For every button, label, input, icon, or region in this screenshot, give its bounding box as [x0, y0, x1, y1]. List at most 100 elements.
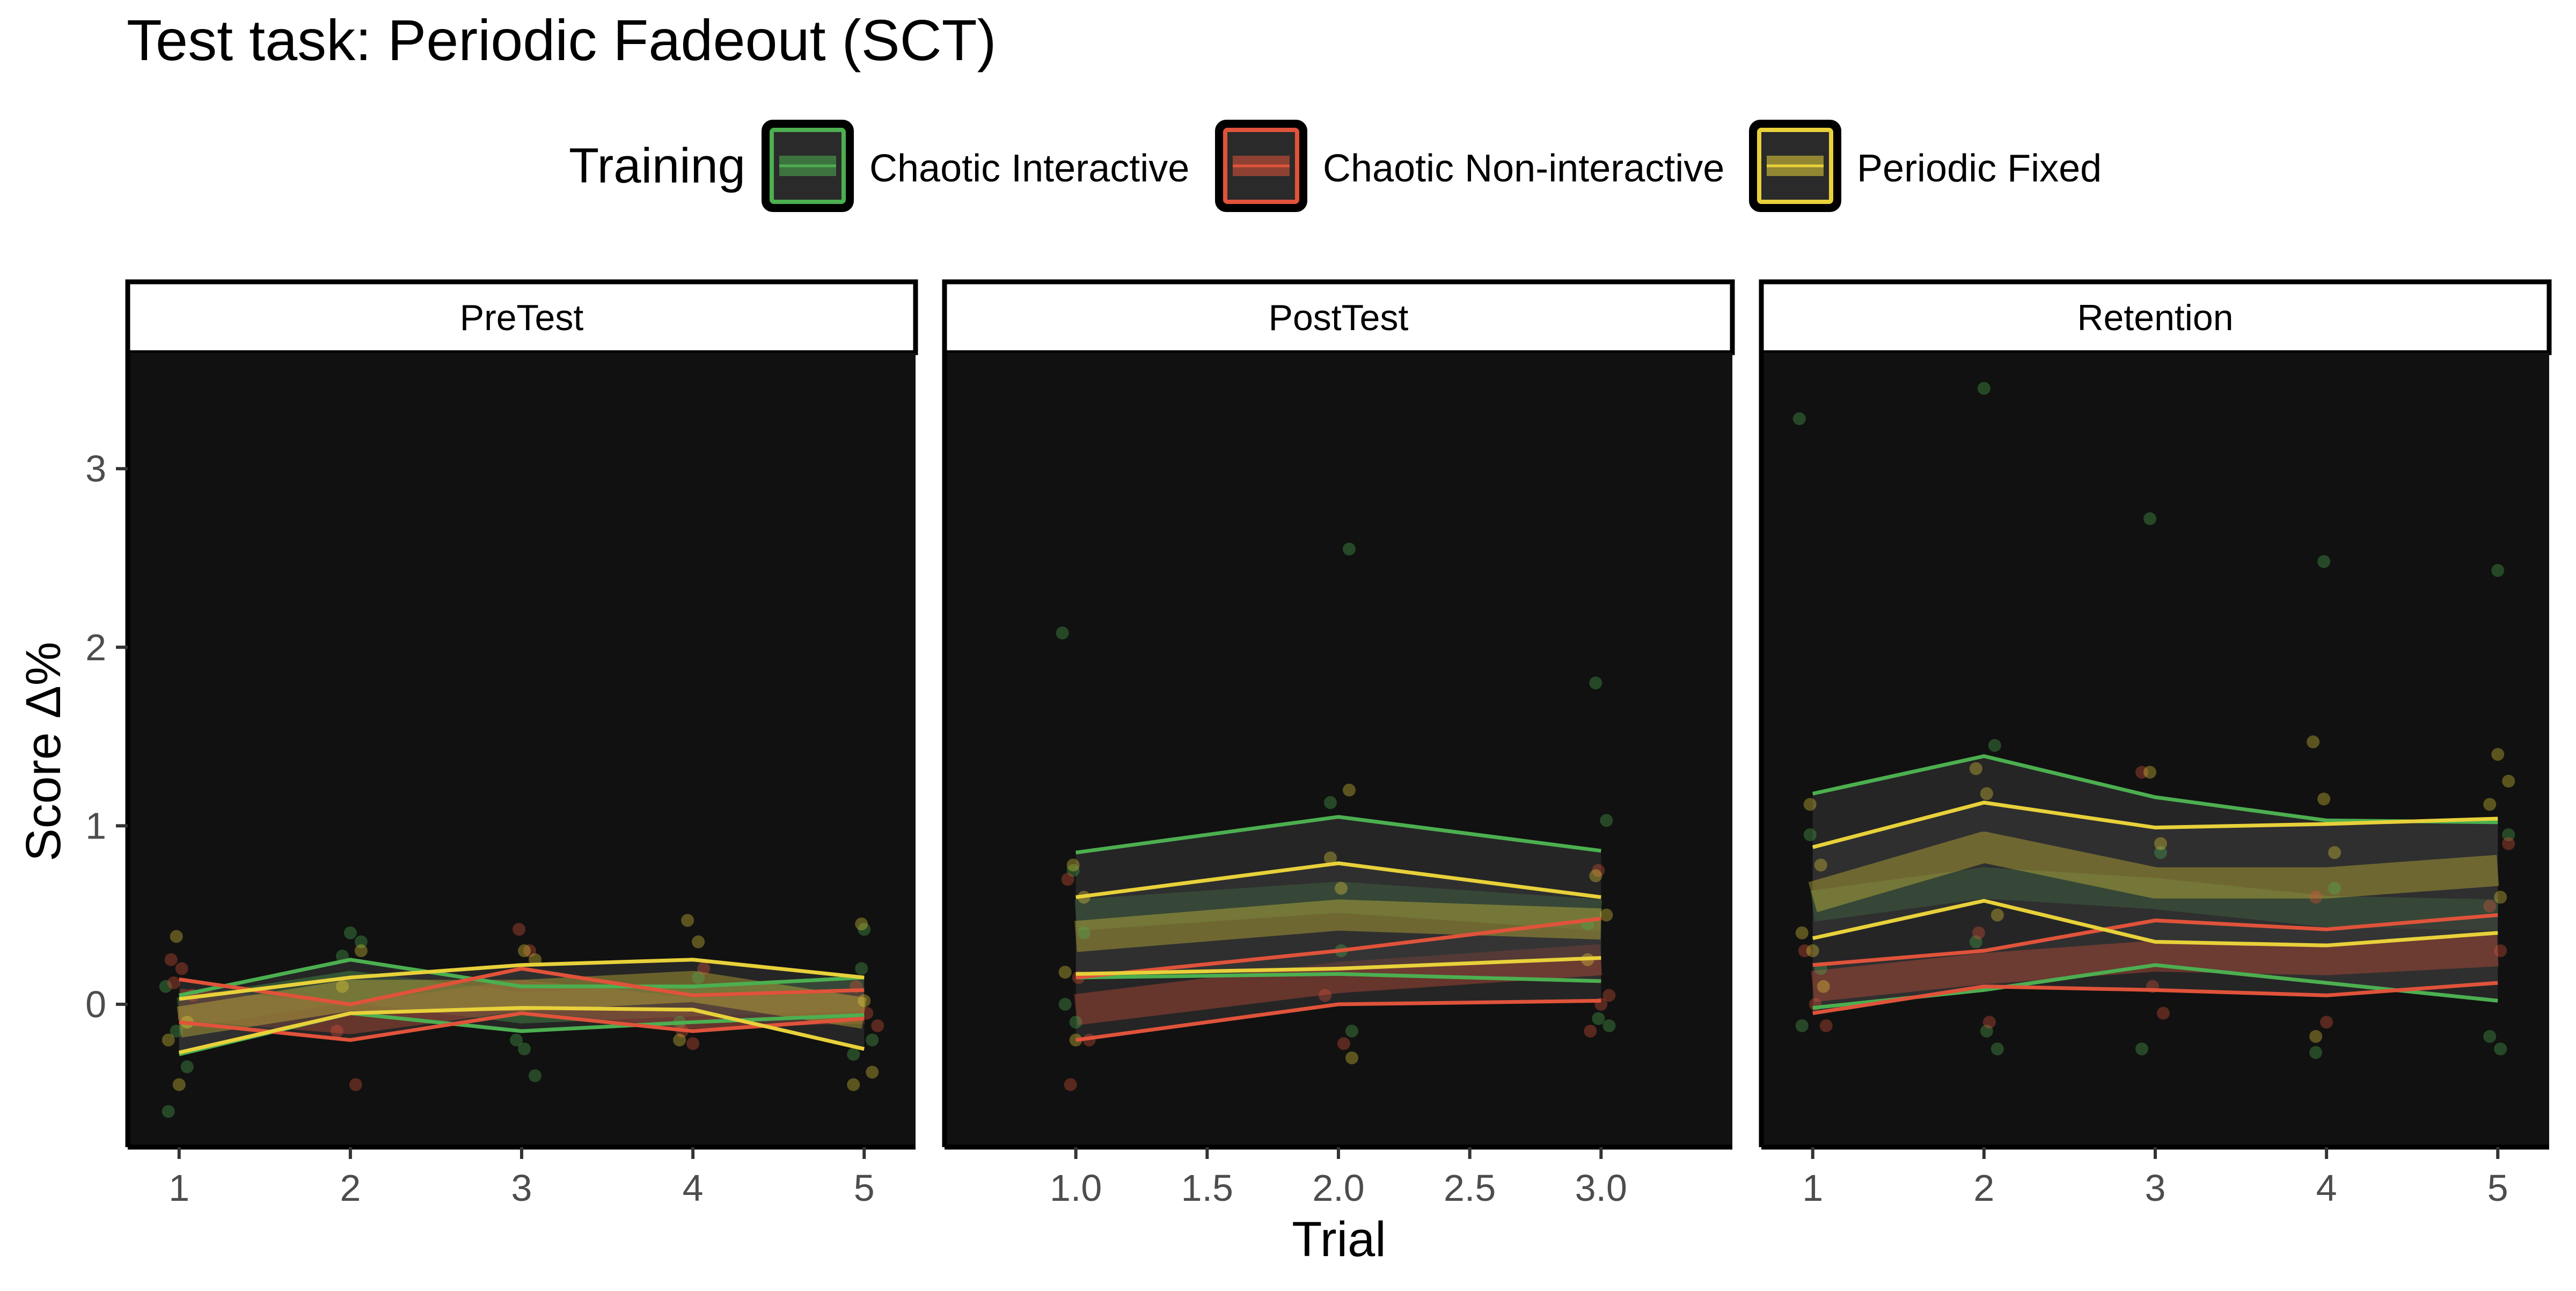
data-point [2307, 735, 2320, 749]
data-point [2309, 891, 2323, 904]
data-point [673, 1033, 686, 1047]
ci-upper-line [1812, 800, 2498, 849]
x-tick-label: 1 [169, 1167, 189, 1209]
legend-label: Chaotic Interactive [869, 147, 1189, 190]
ci-lines-chaotic-non-interactive [1075, 916, 1601, 1042]
data-point [1977, 382, 1990, 395]
data-point [1819, 1019, 1833, 1032]
series-periodic-fixed [1808, 803, 2499, 946]
panel-content [1792, 382, 2515, 1059]
data-point [1814, 858, 1827, 872]
panel-strip [942, 279, 1735, 355]
data-point [2154, 846, 2167, 859]
mean-band [1074, 944, 1602, 1025]
data-point [1592, 1012, 1605, 1025]
data-point [858, 994, 871, 1008]
ci-upper-line [179, 966, 865, 1006]
panel-strip-label: PostTest [1269, 297, 1409, 338]
data-point [1798, 944, 1811, 958]
data-point [2502, 828, 2515, 841]
data-point [1592, 864, 1605, 877]
data-point [2491, 748, 2505, 761]
x-tick-label: 2.5 [1444, 1167, 1496, 1209]
data-point [513, 923, 525, 936]
data-point [529, 1069, 541, 1082]
ci-lines-chaotic-non-interactive [1812, 913, 2498, 1016]
data-point [1335, 881, 1348, 895]
ci-lower-line [1075, 956, 1601, 976]
data-point [162, 1105, 175, 1118]
data-point [2309, 1046, 2323, 1059]
mean-band [1074, 899, 1602, 952]
data-point [686, 1037, 700, 1051]
x-axis-label: Trial [1292, 1212, 1386, 1267]
ci-ribbon [1812, 803, 2498, 946]
data-point [1337, 1037, 1350, 1051]
data-point [172, 1078, 186, 1091]
data-point [2320, 1016, 2333, 1029]
ci-upper-line [1075, 861, 1601, 899]
points-periodic-fixed [1795, 735, 2515, 1043]
ci-lines-periodic-fixed [1075, 861, 1601, 976]
panel-strip [1759, 279, 2552, 355]
y-tick-label: 1 [85, 805, 106, 847]
ci-lower-line [1812, 899, 2498, 947]
legend-item-periodic-fixed: Periodic Fixed [1749, 120, 2102, 212]
data-point [2317, 555, 2331, 568]
data-point [2483, 798, 2497, 811]
data-point [1056, 626, 1069, 640]
data-point [2317, 792, 2331, 806]
data-point [1803, 798, 1817, 811]
data-point [692, 971, 705, 984]
y-tick-label: 2 [85, 626, 106, 668]
data-point [866, 1066, 879, 1079]
ci-upper-line [1812, 913, 2498, 967]
data-point [2157, 1006, 2170, 1020]
data-point [2135, 1042, 2148, 1056]
data-point [354, 944, 368, 958]
y-tick-label: 0 [85, 983, 106, 1025]
ci-upper-line [179, 958, 865, 1001]
x-tick-label: 5 [854, 1167, 875, 1209]
data-point [1795, 926, 1809, 939]
data-point [1343, 783, 1356, 797]
points-chaotic-interactive [1792, 382, 2515, 1059]
data-point [349, 1078, 362, 1091]
data-point [1969, 935, 1982, 949]
data-point [167, 976, 180, 990]
data-point [1806, 944, 1819, 958]
data-point [1324, 851, 1337, 865]
data-point [2143, 512, 2156, 526]
legend-label: Chaotic Non-interactive [1323, 147, 1724, 190]
legend-entries: Chaotic Interactive Chaotic Non-interacti… [762, 120, 2102, 212]
ci-lines-periodic-fixed [1812, 800, 2498, 947]
x-tick-label: 1.5 [1181, 1167, 1233, 1209]
ci-lower-line [178, 1006, 865, 1055]
data-point [2143, 765, 2156, 779]
data-point [1969, 762, 1982, 775]
data-point [523, 944, 536, 958]
data-point [335, 980, 349, 993]
data-point [1589, 869, 1602, 882]
data-point [1064, 1078, 1077, 1091]
data-point [1343, 542, 1356, 556]
y-tick-label: 3 [85, 448, 106, 490]
data-point [2502, 837, 2515, 850]
data-point [1817, 980, 1830, 993]
data-point [343, 926, 357, 939]
ci-upper-line [179, 958, 865, 997]
data-point [871, 1019, 884, 1032]
data-point [170, 1024, 183, 1038]
data-point [2135, 765, 2148, 779]
legend-key-outline [770, 128, 846, 204]
data-point [1069, 1016, 1082, 1029]
legend-key-outline [1223, 128, 1299, 204]
data-point [1589, 676, 1602, 690]
data-point [2309, 1030, 2323, 1043]
data-point [170, 930, 183, 943]
chart-title: Test task: Periodic Fadeout (SCT) [127, 8, 997, 72]
data-point [2502, 775, 2515, 788]
ci-lines-chaotic-non-interactive [179, 966, 865, 1042]
data-point [866, 1033, 879, 1047]
data-point [159, 980, 172, 993]
